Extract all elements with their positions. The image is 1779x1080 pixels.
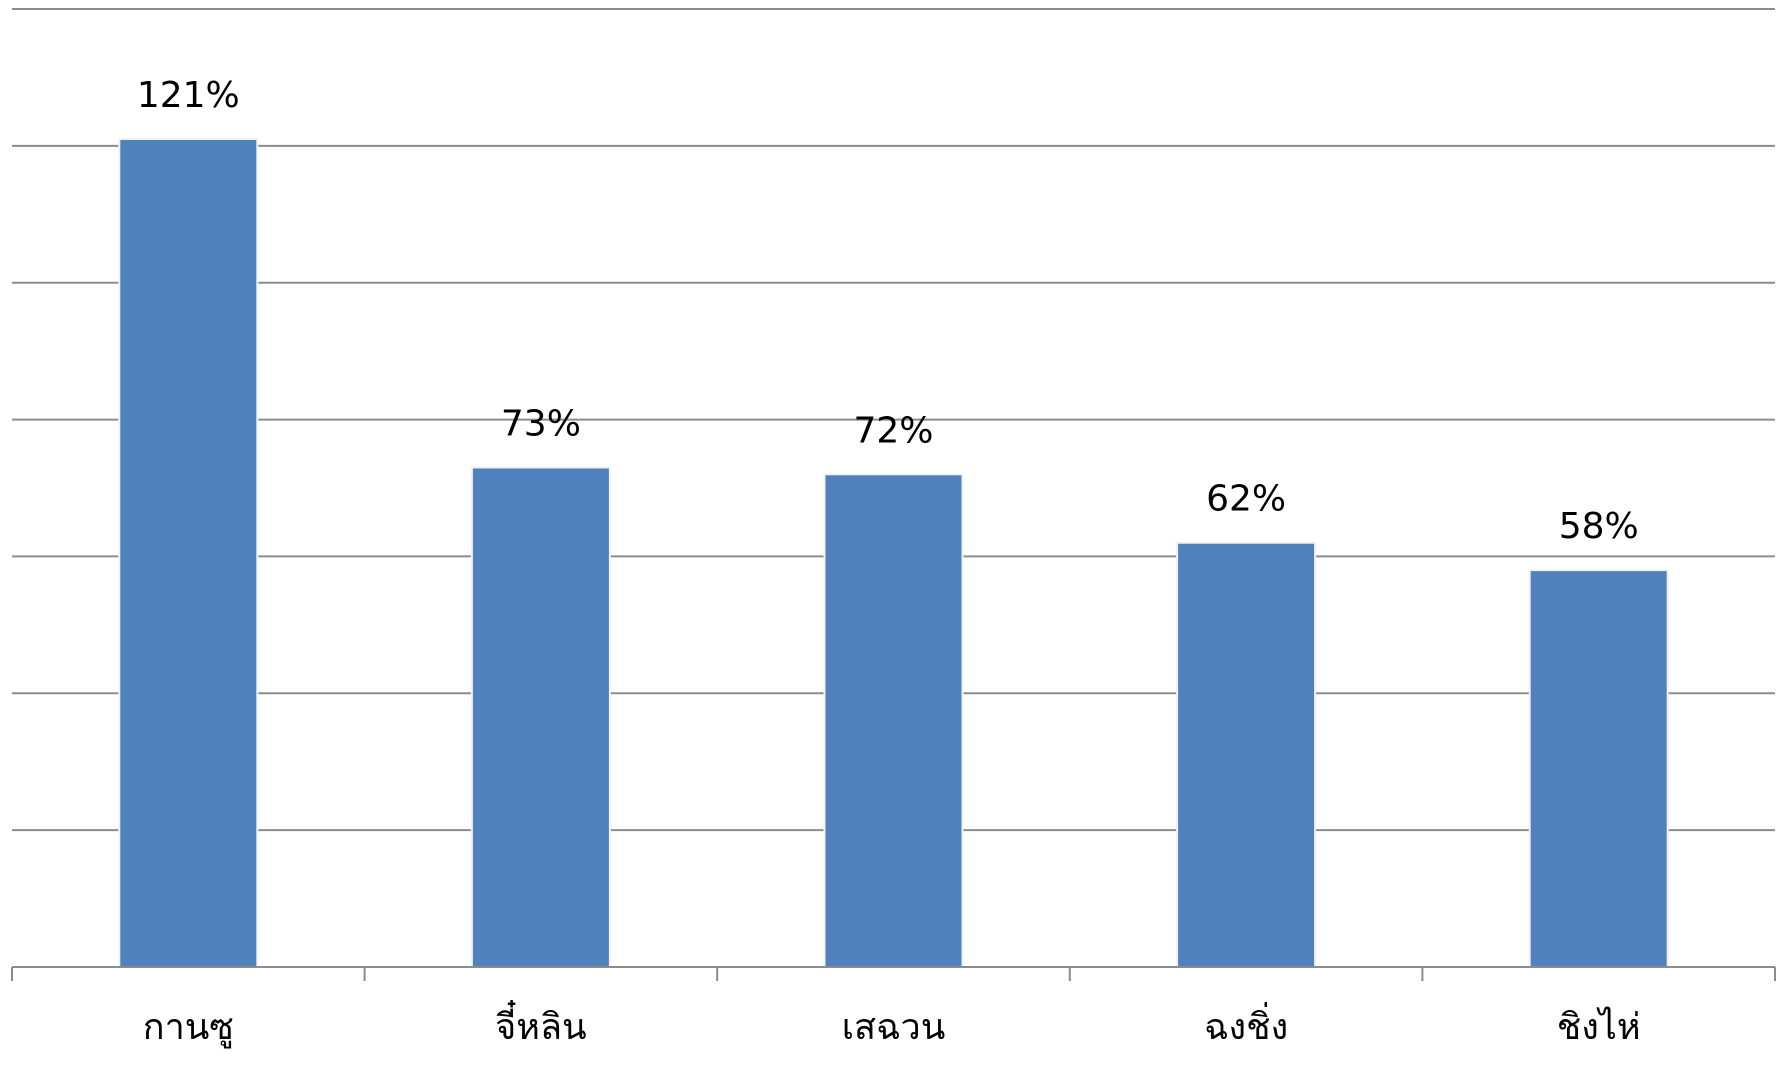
x-axis bbox=[11, 966, 1776, 981]
category-label: กานซู bbox=[143, 1007, 234, 1049]
data-label: 72% bbox=[853, 410, 933, 451]
bar bbox=[1176, 541, 1317, 968]
category-labels: กานซู จี๋หลิน เสฉวน ฉงชิ่ง ชิงไห่ bbox=[143, 1000, 1641, 1049]
data-label: 62% bbox=[1206, 479, 1286, 520]
data-labels: 121% 73% 72% 62% 58% bbox=[137, 75, 1639, 547]
category-label: ฉงชิ่ง bbox=[1204, 1002, 1288, 1048]
category-label: จี๋หลิน bbox=[495, 1000, 587, 1048]
bar bbox=[823, 473, 964, 968]
bar bbox=[470, 466, 611, 968]
bar bbox=[118, 138, 259, 968]
bar bbox=[1528, 569, 1669, 968]
category-label: ชิงไห่ bbox=[1557, 1006, 1641, 1048]
bars bbox=[118, 138, 1669, 968]
data-label: 58% bbox=[1559, 506, 1639, 547]
category-label: เสฉวน bbox=[842, 1007, 946, 1048]
data-label: 121% bbox=[137, 75, 240, 116]
data-label: 73% bbox=[501, 403, 581, 444]
